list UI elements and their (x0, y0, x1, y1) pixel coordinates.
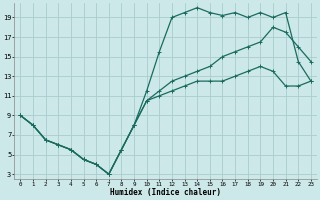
X-axis label: Humidex (Indice chaleur): Humidex (Indice chaleur) (110, 188, 221, 197)
